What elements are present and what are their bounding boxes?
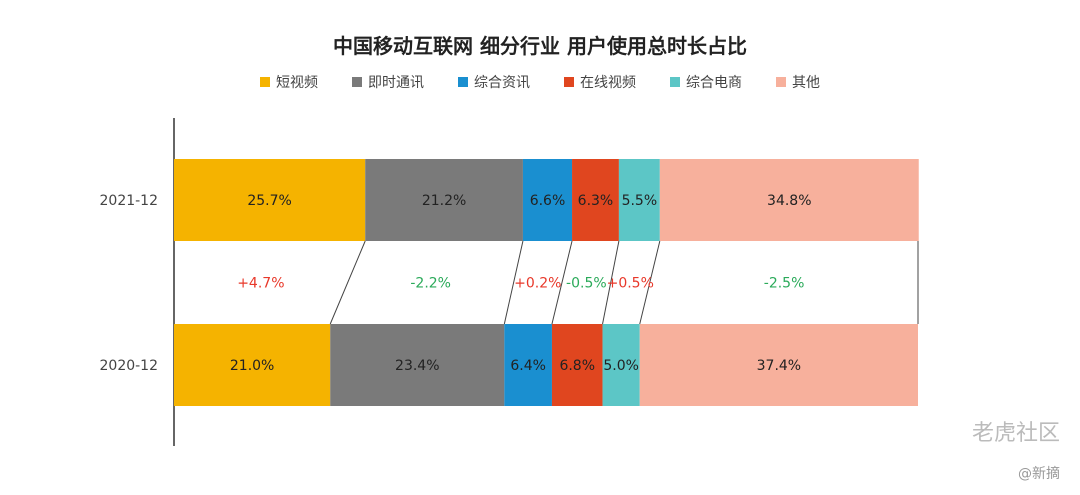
legend-swatch xyxy=(458,77,468,87)
legend-swatch xyxy=(260,77,270,87)
legend-item: 即时通讯 xyxy=(352,72,424,92)
legend-item: 短视频 xyxy=(260,72,318,92)
bar-segment xyxy=(618,159,660,241)
bar-segment xyxy=(602,324,640,406)
watermark-logo: 老虎社区 xyxy=(971,421,1060,446)
bar-segment xyxy=(504,324,552,406)
change-label: -2.2% xyxy=(410,276,451,292)
legend-label: 综合资讯 xyxy=(474,75,530,91)
bar-data-label: 6.4% xyxy=(510,358,546,374)
change-label: +0.2% xyxy=(514,276,561,292)
legend-item: 综合资讯 xyxy=(458,72,530,92)
category-tick-label: 2020-12 xyxy=(100,358,159,374)
bar-segment xyxy=(365,159,523,241)
legend-item: 其他 xyxy=(776,72,820,92)
connector-line xyxy=(329,240,366,325)
chart-title: 中国移动互联网 细分行业 用户使用总时长占比 xyxy=(333,34,747,58)
category-tick-label: 2021-12 xyxy=(100,193,159,209)
bar-segment xyxy=(174,159,366,241)
change-label: +4.7% xyxy=(237,276,284,292)
connector-line xyxy=(602,240,620,325)
bar-segment xyxy=(522,159,573,241)
bar-data-label: 23.4% xyxy=(395,358,439,374)
bar-data-label: 21.2% xyxy=(422,193,466,209)
bar-segment xyxy=(639,324,918,406)
bar-segment xyxy=(330,324,505,406)
legend-swatch xyxy=(352,77,362,87)
bar-data-label: 6.8% xyxy=(559,358,595,374)
legend-item: 综合电商 xyxy=(670,72,742,92)
legend-swatch xyxy=(670,77,680,87)
bar-data-label: 37.4% xyxy=(757,358,801,374)
change-label: +0.5% xyxy=(607,276,654,292)
legend-swatch xyxy=(776,77,786,87)
connector-line xyxy=(639,240,661,325)
bar-data-label: 6.6% xyxy=(530,193,566,209)
legend: 短视频 即时通讯 综合资讯 在线视频 综合电商 其他 xyxy=(0,72,1080,92)
bar-data-label: 34.8% xyxy=(767,193,811,209)
bar-segment xyxy=(572,159,619,241)
bar-data-label: 5.5% xyxy=(622,193,658,209)
legend-label: 综合电商 xyxy=(686,75,742,91)
legend-item: 在线视频 xyxy=(564,72,636,92)
connector-line xyxy=(503,240,524,325)
legend-label: 短视频 xyxy=(276,75,318,91)
bar-data-label: 5.0% xyxy=(603,358,639,374)
bar-segment xyxy=(174,324,331,406)
legend-label: 其他 xyxy=(792,75,820,91)
legend-swatch xyxy=(564,77,574,87)
legend-label: 在线视频 xyxy=(580,75,636,91)
bar-segment xyxy=(551,324,603,406)
bar-data-label: 21.0% xyxy=(230,358,274,374)
bar-data-label: 25.7% xyxy=(247,193,291,209)
change-label: -0.5% xyxy=(566,276,607,292)
watermark-handle: @新摘 xyxy=(1018,466,1060,482)
bar-data-label: 6.3% xyxy=(578,193,614,209)
bar-segment xyxy=(659,159,919,241)
connector-line xyxy=(551,240,573,325)
legend-label: 即时通讯 xyxy=(368,75,424,91)
change-label: -2.5% xyxy=(764,276,805,292)
